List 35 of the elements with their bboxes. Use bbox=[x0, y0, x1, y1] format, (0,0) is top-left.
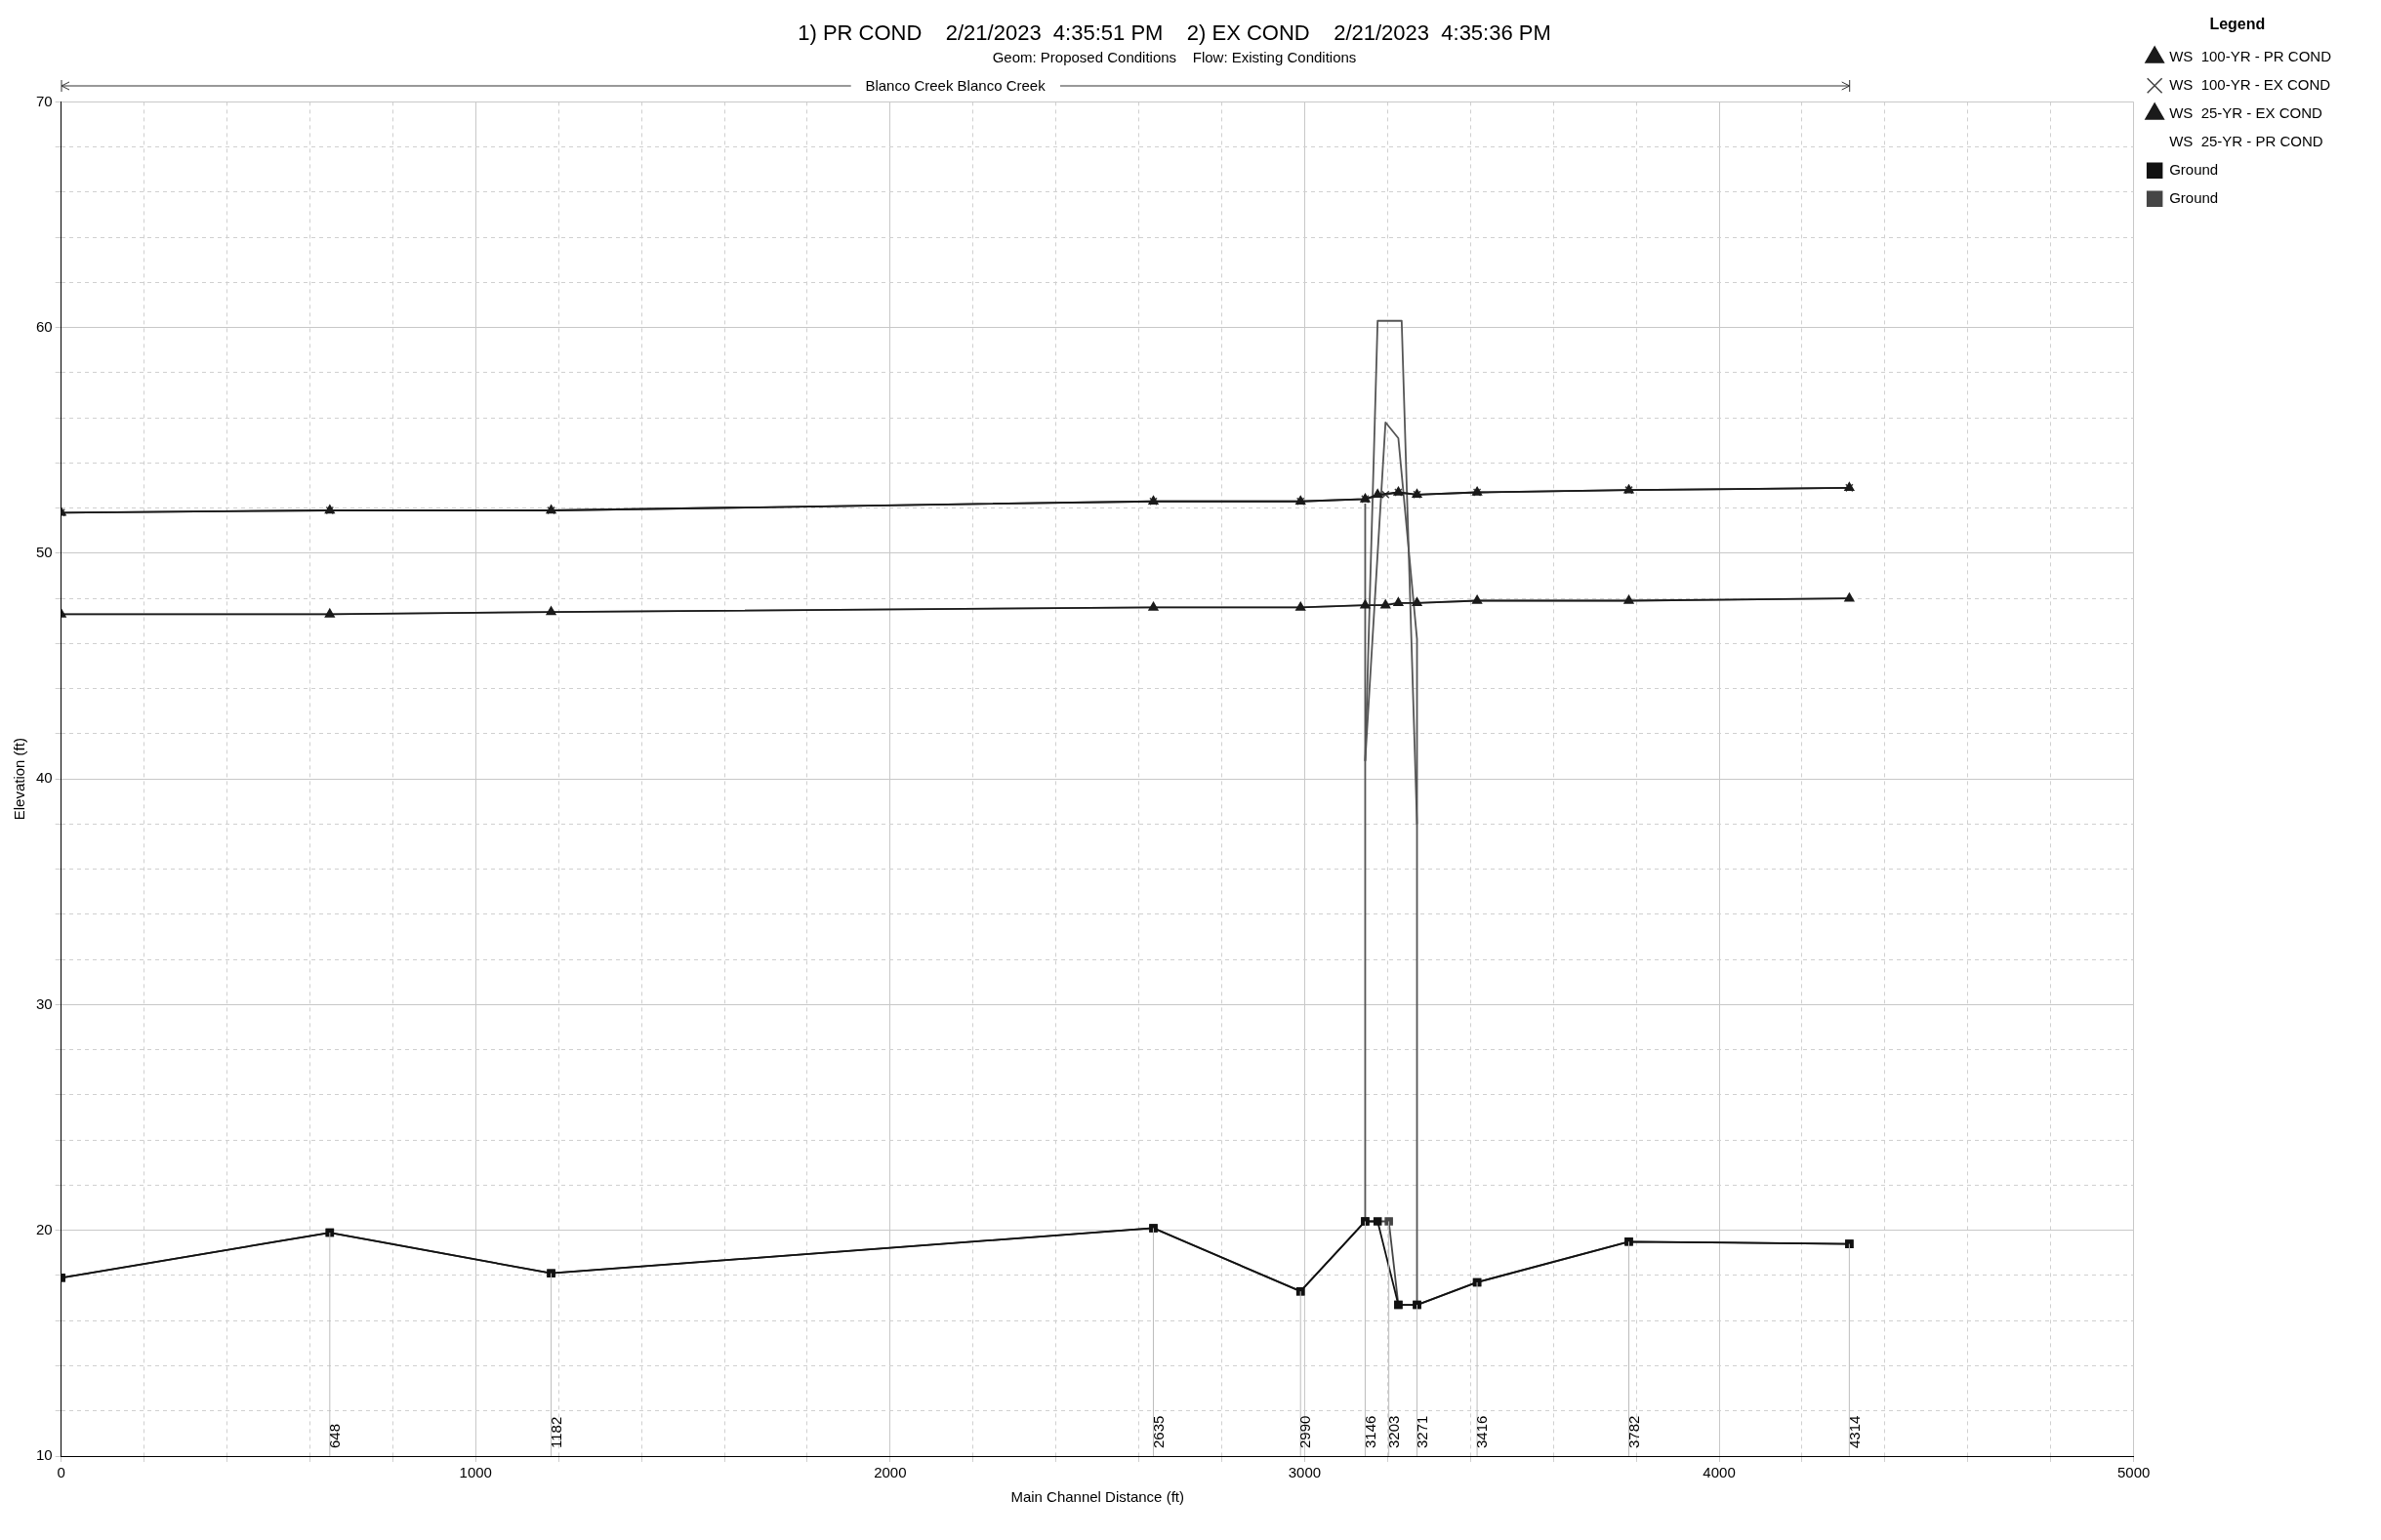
x-axis-title: Main Channel Distance (ft) bbox=[1010, 1488, 1184, 1506]
y-tick-label: 30 bbox=[36, 994, 53, 1012]
annotation: 1182 bbox=[547, 1416, 564, 1448]
annotation: 3203 bbox=[1384, 1415, 1402, 1448]
annotation: 4314 bbox=[1845, 1415, 1863, 1448]
y-tick-label: 40 bbox=[36, 769, 53, 787]
legend-label: WS 100-YR - EX COND bbox=[2169, 75, 2331, 93]
x-tick-label: 1000 bbox=[459, 1464, 492, 1481]
x-tick-label: 3000 bbox=[1288, 1464, 1322, 1481]
x-tick-label: 2000 bbox=[874, 1464, 907, 1481]
y-tick-label: 60 bbox=[36, 317, 53, 335]
y-tick-label: 20 bbox=[36, 1220, 53, 1237]
annotation: 3271 bbox=[1413, 1415, 1430, 1448]
chart-title: 1) PR COND 2/21/2023 4:35:51 PM 2) EX COND 2/21/2023 4:35:36 PM bbox=[798, 20, 1551, 46]
chart-subtitle: Geom: Proposed Conditions Flow: Existing Conditions bbox=[992, 48, 1357, 65]
legend-label: Ground bbox=[2169, 160, 2219, 178]
legend-title: Legend bbox=[2209, 16, 2266, 33]
text: Blanco Creek Blanco Creek bbox=[865, 76, 1047, 94]
annotation: 648 bbox=[325, 1423, 343, 1448]
y-tick-label: 10 bbox=[36, 1446, 53, 1464]
x-tick-label: 0 bbox=[57, 1464, 65, 1481]
annotation: 2635 bbox=[1149, 1415, 1167, 1448]
legend-label: Ground bbox=[2169, 188, 2219, 206]
x-tick-label: 4000 bbox=[1703, 1464, 1736, 1481]
legend-label: WS 100-YR - PR COND bbox=[2169, 47, 2332, 64]
annotation: 3146 bbox=[1361, 1415, 1378, 1448]
annotation: 2990 bbox=[1296, 1415, 1314, 1448]
x-tick-label: 5000 bbox=[2116, 1464, 2151, 1481]
y-tick-label: 70 bbox=[36, 92, 53, 109]
annotation: 3782 bbox=[1624, 1415, 1642, 1448]
y-tick-label: 50 bbox=[36, 544, 53, 561]
annotation: 3416 bbox=[1473, 1415, 1491, 1448]
text: WS 25-YR - PR COND bbox=[2169, 132, 2323, 149]
legend-label: WS 25-YR - EX COND bbox=[2169, 103, 2322, 121]
y-axis-title: Elevation (ft) bbox=[11, 738, 28, 821]
